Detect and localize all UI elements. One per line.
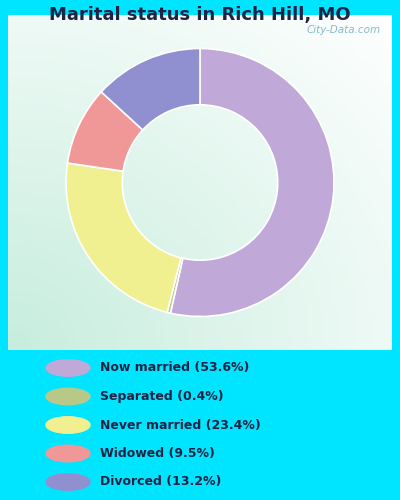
Text: Now married (53.6%): Now married (53.6%): [100, 362, 249, 374]
Wedge shape: [66, 163, 181, 312]
Wedge shape: [68, 92, 143, 171]
Circle shape: [46, 446, 90, 462]
Text: Marital status in Rich Hill, MO: Marital status in Rich Hill, MO: [49, 6, 351, 24]
Wedge shape: [170, 48, 334, 316]
Wedge shape: [167, 258, 183, 313]
Circle shape: [46, 388, 90, 405]
Text: Separated (0.4%): Separated (0.4%): [100, 390, 224, 403]
Text: Divorced (13.2%): Divorced (13.2%): [100, 476, 221, 488]
Wedge shape: [101, 48, 200, 130]
Circle shape: [46, 360, 90, 376]
Text: Widowed (9.5%): Widowed (9.5%): [100, 447, 215, 460]
Text: City-Data.com: City-Data.com: [306, 25, 380, 35]
Circle shape: [46, 474, 90, 490]
Text: Never married (23.4%): Never married (23.4%): [100, 418, 261, 432]
Circle shape: [46, 417, 90, 433]
